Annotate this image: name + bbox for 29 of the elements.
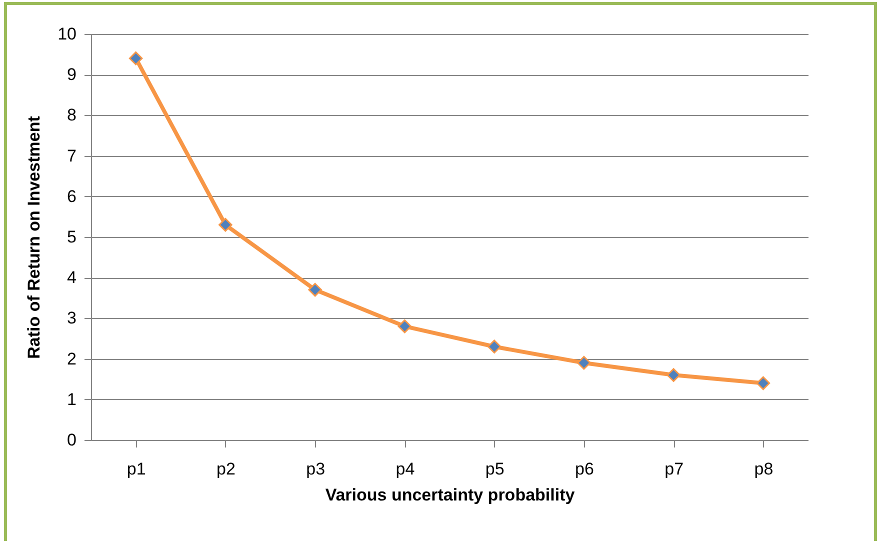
point: [398, 319, 412, 334]
point: [666, 368, 680, 382]
y-tick-label: 7: [67, 146, 76, 166]
point: [577, 356, 591, 370]
y-tick-label: 8: [67, 106, 76, 125]
x-tick-label: p5: [485, 460, 504, 478]
y-tick-label: 3: [67, 308, 76, 328]
point: [218, 218, 232, 232]
point: [487, 340, 502, 354]
x-tick-label: p2: [216, 460, 236, 478]
point: [308, 282, 322, 297]
x-tick-label: p7: [664, 460, 684, 478]
y-tick-label: 4: [67, 268, 76, 288]
point: [756, 376, 770, 390]
x-tick-label: p4: [396, 460, 415, 478]
y-tick-label: 1: [67, 390, 76, 409]
point: [128, 51, 143, 66]
x-tick-label: p1: [126, 460, 146, 478]
x-tick-label: p8: [754, 460, 774, 478]
y-axis-title: Ratio of Return on Investment: [24, 116, 44, 359]
y-tick-label: 2: [67, 349, 76, 368]
x-tick-label: p6: [574, 460, 594, 478]
y-tick-label: 9: [67, 65, 76, 84]
x-tick-label: p3: [306, 460, 326, 478]
x-axis-title: Various uncertainty probability: [325, 486, 576, 504]
y-tick-label: 10: [58, 24, 76, 44]
y-tick-label: 5: [67, 228, 76, 246]
y-tick-label: 0: [67, 430, 76, 450]
y-tick-label: 6: [67, 186, 76, 206]
